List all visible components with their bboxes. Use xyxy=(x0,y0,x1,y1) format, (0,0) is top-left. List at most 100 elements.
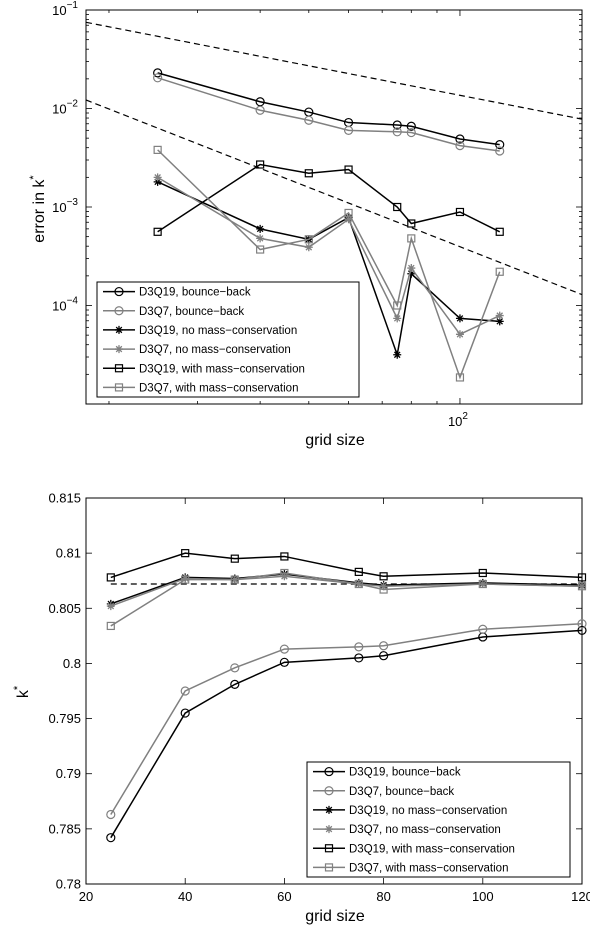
data-point xyxy=(577,582,587,591)
series-circle-black xyxy=(106,625,587,843)
data-point xyxy=(407,264,416,273)
plot-frame xyxy=(85,497,583,885)
legend-box xyxy=(96,281,360,398)
data-point xyxy=(304,243,313,252)
data-point xyxy=(153,227,162,236)
y-axis-title: k* xyxy=(12,685,32,698)
legend-marker xyxy=(114,383,124,392)
y-axis-title-superscript: * xyxy=(12,685,24,690)
y-tick-label: 0.785 xyxy=(48,821,81,836)
series-line xyxy=(110,629,583,839)
data-point xyxy=(106,573,115,582)
data-point xyxy=(181,574,190,583)
data-point xyxy=(495,267,504,276)
series-star-gray xyxy=(153,173,504,339)
y-tick-label: 0.79 xyxy=(56,766,81,781)
data-point xyxy=(577,619,587,629)
data-point xyxy=(406,127,416,138)
legend-entry: D3Q19, bounce−back xyxy=(313,767,461,779)
legend-label: D3Q19, bounce−back xyxy=(349,767,461,779)
legend-label: D3Q7, bounce−back xyxy=(139,306,244,318)
data-point xyxy=(344,215,353,224)
series-square-black xyxy=(153,160,504,236)
data-point xyxy=(106,621,115,631)
data-point xyxy=(256,160,265,169)
series-circle-gray xyxy=(106,619,587,820)
data-point xyxy=(407,234,416,243)
series-line xyxy=(157,176,501,336)
x-tick-label: 120 xyxy=(571,889,590,904)
y-axis-title-text: error in k xyxy=(31,179,48,243)
data-point xyxy=(495,311,504,320)
legend-marker xyxy=(115,325,123,334)
y-tick-label: 10−4 xyxy=(52,296,78,314)
data-point xyxy=(279,657,289,667)
data-point xyxy=(393,202,402,212)
legend-label: D3Q7, no mass−conservation xyxy=(349,824,501,836)
data-point xyxy=(406,121,416,131)
k-vs-grid-size-chart: 0.78 0.785 0.79 0.795 0.8 0.805 0.81 0.815 20 40 6… xyxy=(12,491,590,926)
series-line xyxy=(157,181,500,358)
legend-marker xyxy=(325,825,333,834)
data-point xyxy=(304,169,313,178)
legend-marker xyxy=(324,863,334,872)
data-point xyxy=(393,301,402,310)
data-point xyxy=(230,679,240,689)
data-point xyxy=(256,245,265,254)
legend-marker xyxy=(324,766,334,777)
legend-label: D3Q7, with mass−conservation xyxy=(349,862,508,874)
data-point xyxy=(495,140,505,150)
data-point xyxy=(153,68,163,78)
data-point xyxy=(279,644,289,654)
y-tick-label: 0.795 xyxy=(48,711,81,726)
series-line xyxy=(110,572,583,627)
data-point xyxy=(153,173,162,182)
data-point xyxy=(354,579,363,589)
reference-dashed-line xyxy=(86,21,582,120)
data-point xyxy=(392,127,402,137)
y-tick-label: 10−1 xyxy=(52,0,78,18)
legend-box xyxy=(306,761,571,878)
data-point xyxy=(180,708,190,718)
x-tick-label: 102 xyxy=(448,411,468,429)
y-tick-label: 0.8 xyxy=(63,656,81,671)
data-point xyxy=(393,350,402,359)
series-star-gray xyxy=(106,572,586,611)
series-circle-gray xyxy=(153,73,505,156)
tick-labels: 10−1 10−2 10−3 10−4 102 xyxy=(52,0,468,429)
legend-entry: D3Q7, no mass−conservation xyxy=(313,824,501,836)
data-point xyxy=(455,373,465,382)
series-square-black xyxy=(106,549,587,582)
legend-entry: D3Q19, no mass−conservation xyxy=(103,325,297,337)
reference-lines xyxy=(86,21,582,296)
data-point xyxy=(280,552,289,561)
data-point xyxy=(256,224,265,233)
legend-label: D3Q19, bounce−back xyxy=(139,287,251,299)
tick-marks xyxy=(85,497,583,885)
series-line xyxy=(157,149,501,380)
data-point xyxy=(304,115,314,125)
data-series xyxy=(106,549,587,843)
x-tick-label: 60 xyxy=(277,889,291,904)
y-tick-label: 0.805 xyxy=(48,601,81,616)
x-tick-label: 80 xyxy=(376,889,390,904)
x-tick-label: 40 xyxy=(178,889,192,904)
data-point xyxy=(343,125,354,135)
data-point xyxy=(230,663,240,673)
legend-marker xyxy=(114,364,124,373)
series-square-gray xyxy=(106,568,587,631)
data-point xyxy=(577,573,587,582)
y-axis-title: error in k* xyxy=(28,175,48,243)
data-point xyxy=(379,641,389,651)
data-point xyxy=(153,145,162,154)
series-star-black xyxy=(106,570,586,608)
data-point xyxy=(577,625,587,635)
tick-marks xyxy=(86,9,582,405)
data-point xyxy=(230,554,239,563)
data-point xyxy=(407,269,416,278)
x-tick-label: 100 xyxy=(472,889,494,904)
legend-marker xyxy=(325,805,333,814)
data-point xyxy=(495,317,504,326)
data-point xyxy=(106,809,116,820)
